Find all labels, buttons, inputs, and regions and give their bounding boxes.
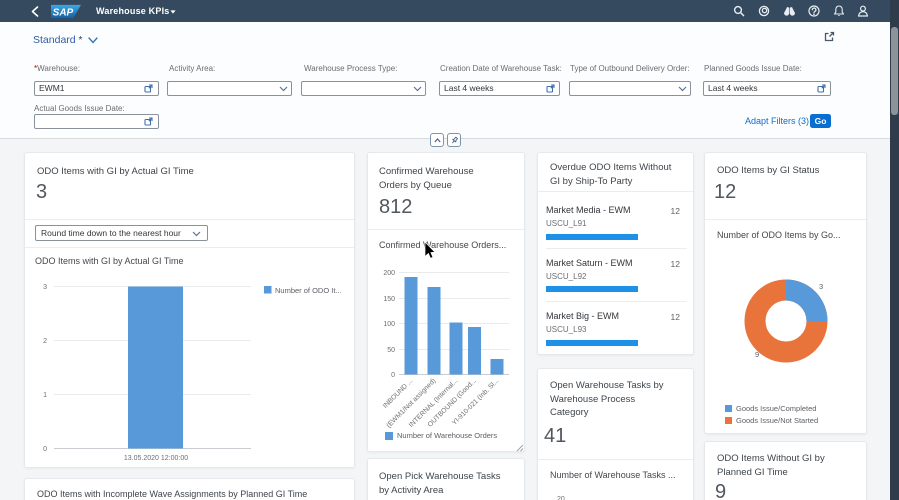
svg-text:SAP: SAP (53, 7, 74, 18)
svg-text:3: 3 (819, 282, 823, 291)
svg-text:Number of ODO It...: Number of ODO It... (275, 286, 342, 295)
svg-text:150: 150 (383, 296, 395, 303)
svg-text:0: 0 (391, 372, 395, 379)
svg-text:13.05.2020 12:00:00: 13.05.2020 12:00:00 (124, 455, 188, 462)
svg-text:0: 0 (43, 446, 47, 453)
svg-text:2: 2 (43, 338, 47, 345)
svg-text:50: 50 (387, 347, 395, 354)
svg-text:YI-910-021 (Inb. Sl...: YI-910-021 (Inb. Sl... (451, 377, 500, 426)
svg-text:3: 3 (43, 284, 47, 291)
svg-text:200: 200 (383, 270, 395, 277)
svg-text:100: 100 (383, 321, 395, 328)
svg-text:1: 1 (43, 392, 47, 399)
svg-text:9: 9 (755, 350, 759, 359)
